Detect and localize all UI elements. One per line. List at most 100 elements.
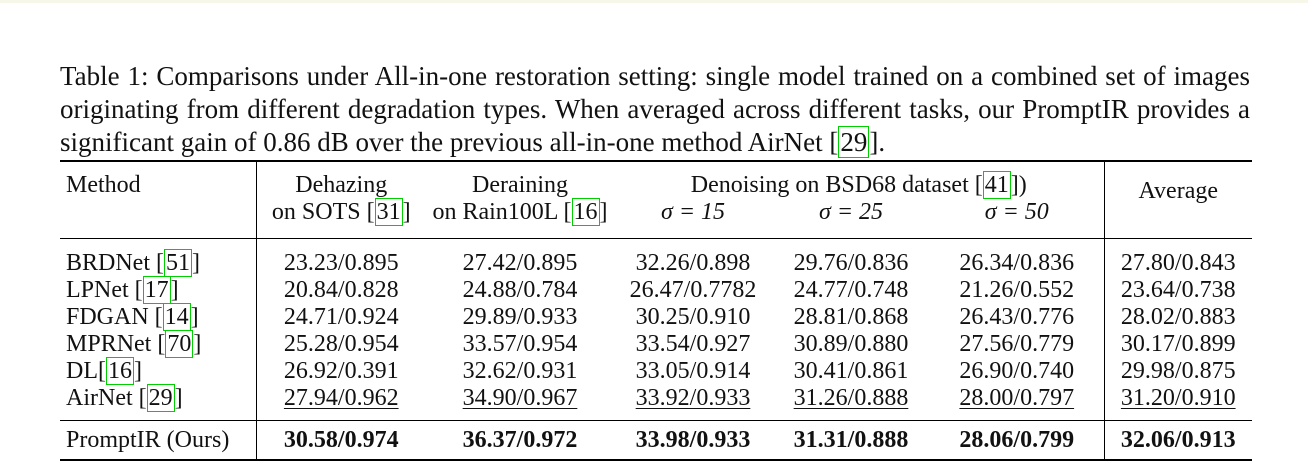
- cell-dehazing: 24.71/0.924: [283, 304, 399, 330]
- cell-average: 29.98/0.875: [1103, 358, 1252, 385]
- header-dehazing-citation[interactable]: 31: [374, 198, 403, 226]
- method-name: LPNet [: [66, 277, 143, 303]
- method-citation[interactable]: 16: [105, 357, 134, 385]
- cell-sigma-15: 33.92/0.933: [635, 385, 751, 411]
- cell-sigma-15: 33.98/0.933: [614, 420, 772, 461]
- row-method: PromptIR (Ours): [60, 420, 257, 461]
- cell-average: 27.80/0.843: [1103, 250, 1252, 277]
- results-table: Method Dehazing Deraining Denoising on B…: [60, 160, 1252, 461]
- caption-text-end: ].: [869, 127, 886, 157]
- header-dehazing-dataset-text: on SOTS [: [271, 199, 375, 225]
- header-average: Average: [1103, 160, 1252, 239]
- cell-sigma-50: 26.90/0.740: [959, 358, 1075, 384]
- table-caption: Table 1: Comparisons under All-in-one re…: [60, 60, 1250, 159]
- row-method: BRDNet [51]: [60, 249, 257, 277]
- method-suffix: ]: [193, 331, 202, 357]
- cell-sigma-15: 33.54/0.927: [635, 331, 751, 357]
- method-citation[interactable]: 29: [146, 384, 175, 412]
- caption-text: Comparisons under All-in-one restoration…: [60, 61, 1251, 157]
- cell-deraining: 34.90/0.967: [462, 385, 578, 411]
- cell-sigma-50: 26.34/0.836: [959, 250, 1075, 276]
- cell-sigma-50: 27.56/0.779: [959, 331, 1075, 357]
- cell-dehazing: 27.94/0.962: [283, 385, 399, 411]
- table-body: BRDNet [51] 23.23/0.895 27.42/0.895 32.2…: [60, 238, 1252, 461]
- cell-dehazing: 23.23/0.895: [283, 250, 399, 276]
- cell-dehazing: 26.92/0.391: [283, 358, 399, 384]
- results-table-wrapper: Method Dehazing Deraining Denoising on B…: [60, 160, 1252, 461]
- caption-label: Table 1:: [60, 61, 149, 91]
- row-method: MPRNet [70]: [60, 330, 257, 358]
- header-dehazing-suffix: ]: [402, 199, 411, 225]
- header-sigma-25: σ = 25: [818, 199, 884, 225]
- cell-sigma-15: 33.05/0.914: [635, 358, 751, 384]
- cell-deraining: 24.88/0.784: [462, 277, 578, 303]
- method-suffix: ]: [170, 277, 179, 303]
- header-denoising-suffix: ]): [1010, 172, 1027, 198]
- header-sigma-50: σ = 50: [984, 199, 1049, 225]
- cell-deraining: 32.62/0.931: [462, 358, 578, 384]
- method-suffix: ]: [190, 304, 199, 330]
- cell-sigma-50: 26.43/0.776: [959, 304, 1075, 330]
- method-citation[interactable]: 17: [142, 276, 171, 304]
- cell-average: 32.06/0.913: [1103, 420, 1252, 461]
- method-citation[interactable]: 51: [164, 249, 192, 277]
- header-method: Method: [60, 160, 257, 239]
- header-denoising-citation[interactable]: 41: [982, 171, 1011, 199]
- method-name: MPRNet [: [66, 331, 166, 357]
- cell-dehazing: 25.28/0.954: [283, 331, 399, 357]
- header-deraining-dataset-text: on Rain100L [: [432, 199, 572, 225]
- row-method: DL[16]: [60, 357, 257, 385]
- method-suffix: ]: [133, 358, 142, 384]
- cell-deraining: 27.42/0.895: [462, 250, 578, 276]
- header-deraining-suffix: ]: [599, 199, 608, 225]
- method-citation[interactable]: 70: [165, 330, 194, 358]
- cell-dehazing: 20.84/0.828: [283, 277, 399, 303]
- cell-sigma-25: 31.26/0.888: [793, 385, 909, 411]
- header-dehazing: Dehazing: [256, 160, 426, 199]
- cell-dehazing: 30.58/0.974: [256, 420, 426, 461]
- header-average-text: Average: [1138, 177, 1219, 204]
- method-name: DL[: [66, 358, 106, 384]
- header-denoising: Denoising on BSD68 dataset [41]): [614, 160, 1104, 199]
- cell-sigma-25: 30.41/0.861: [793, 358, 909, 384]
- row-method: FDGAN [14]: [60, 303, 257, 331]
- method-name: AirNet [: [66, 385, 147, 411]
- method-suffix: ]: [174, 385, 183, 411]
- cell-average: 28.02/0.883: [1103, 304, 1252, 331]
- table-row: MPRNet [70] 25.28/0.954 33.57/0.954 33.5…: [60, 330, 1252, 358]
- cell-average: 30.17/0.899: [1103, 331, 1252, 358]
- cell-deraining: 33.57/0.954: [462, 331, 578, 357]
- cell-sigma-15: 30.25/0.910: [635, 304, 751, 330]
- cell-sigma-25: 29.76/0.836: [793, 250, 909, 276]
- header-deraining-citation[interactable]: 16: [571, 198, 600, 226]
- cell-average: 23.64/0.738: [1103, 277, 1252, 304]
- method-name: FDGAN [: [66, 304, 163, 330]
- cell-sigma-15: 32.26/0.898: [635, 250, 751, 276]
- header-deraining: Deraining: [426, 160, 614, 199]
- cell-sigma-25: 24.77/0.748: [793, 277, 909, 303]
- table-row: LPNet [17] 20.84/0.828 24.88/0.784 26.47…: [60, 276, 1252, 304]
- cell-sigma-50: 28.00/0.797: [959, 385, 1075, 411]
- method-suffix: ]: [192, 250, 200, 276]
- header-denoising-text: Denoising on BSD68 dataset [: [690, 172, 983, 198]
- method-citation[interactable]: 14: [162, 303, 191, 331]
- method-name: BRDNet [: [66, 250, 164, 276]
- header-dehazing-dataset: on SOTS [31]: [256, 198, 426, 239]
- row-method: LPNet [17]: [60, 276, 257, 304]
- table-row: DL[16] 26.92/0.391 32.62/0.931 33.05/0.9…: [60, 357, 1252, 385]
- table-row: FDGAN [14] 24.71/0.924 29.89/0.933 30.25…: [60, 303, 1252, 331]
- cell-sigma-50: 28.06/0.799: [930, 420, 1104, 461]
- cell-deraining: 29.89/0.933: [462, 304, 578, 330]
- cell-average: 31.20/0.910: [1103, 385, 1252, 421]
- row-method: AirNet [29]: [60, 384, 257, 421]
- table-row: BRDNet [51] 23.23/0.895 27.42/0.895 32.2…: [60, 249, 1252, 277]
- header-deraining-dataset: on Rain100L [16]: [426, 198, 614, 239]
- header-sigma-15: σ = 15: [660, 199, 726, 225]
- caption-citation-link[interactable]: 29: [838, 126, 870, 158]
- table-row-ours: PromptIR (Ours) 30.58/0.974 36.37/0.972 …: [60, 420, 1252, 461]
- cell-sigma-50: 21.26/0.552: [959, 277, 1075, 303]
- cell-sigma-25: 31.31/0.888: [772, 420, 930, 461]
- header-rule: [60, 238, 1252, 250]
- cell-deraining: 36.37/0.972: [426, 420, 614, 461]
